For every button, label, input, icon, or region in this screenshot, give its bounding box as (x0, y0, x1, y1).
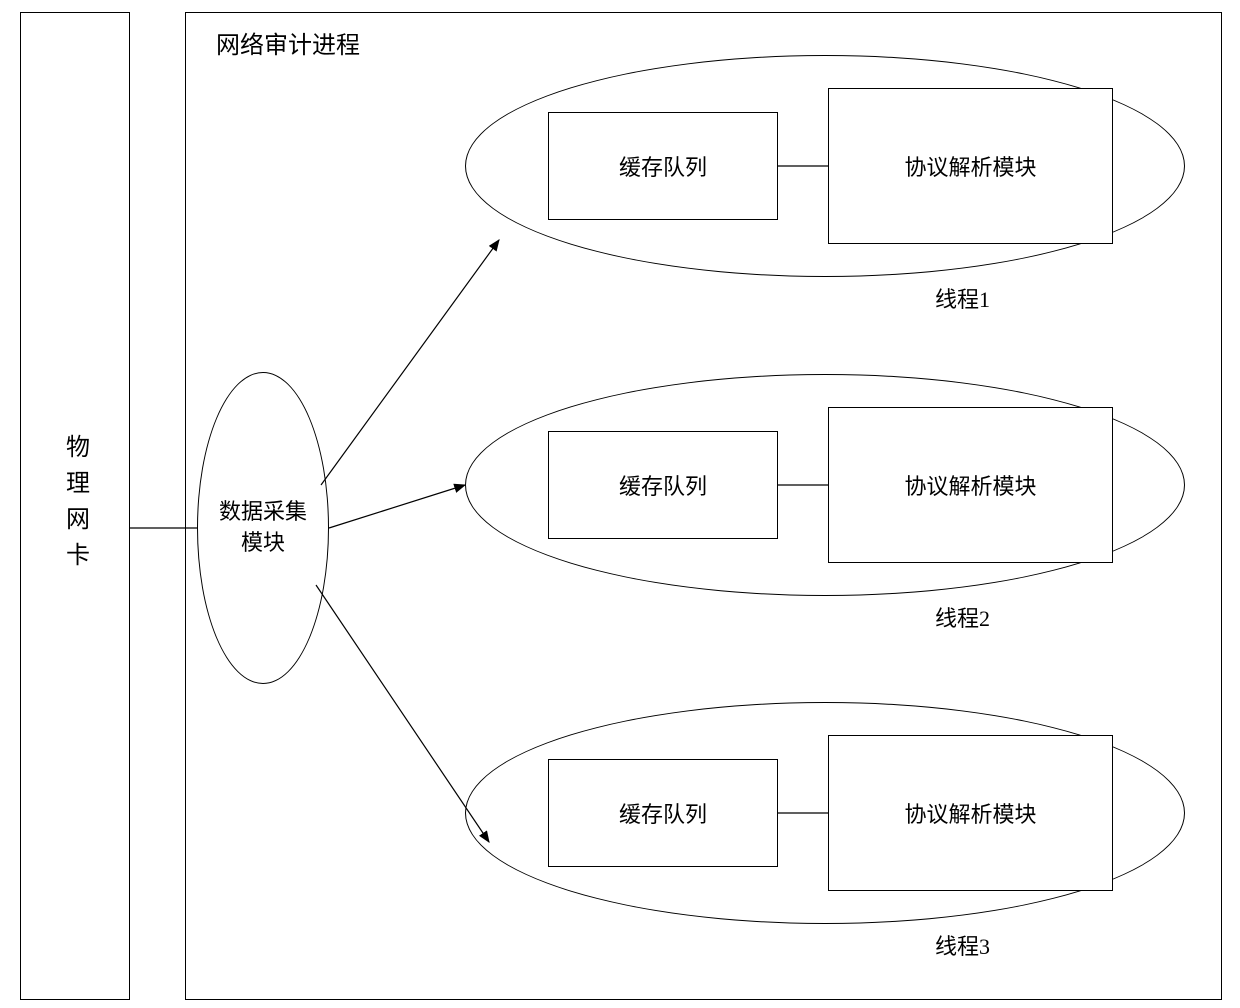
thread-1-parser-label: 协议解析模块 (904, 150, 1036, 182)
thread-3-parser-box: 协议解析模块 (828, 735, 1113, 891)
thread-1-parser-box: 协议解析模块 (828, 88, 1113, 244)
thread-3-label: 线程3 (935, 929, 990, 961)
physical-card-label: 物理网卡 (58, 434, 93, 578)
thread-1-queue-box: 缓存队列 (548, 112, 778, 220)
thread-2-label: 线程2 (935, 601, 990, 633)
thread-3-queue-box: 缓存队列 (548, 759, 778, 867)
process-title: 网络审计进程 (216, 25, 360, 60)
thread-3-parser-label: 协议解析模块 (904, 797, 1036, 829)
physical-card-box: 物理网卡 (20, 12, 130, 1000)
collector-node: 数据采集模块 (197, 372, 329, 684)
collector-label: 数据采集模块 (218, 497, 308, 559)
thread-3-queue-label: 缓存队列 (619, 797, 707, 829)
thread-1-label: 线程1 (935, 282, 990, 314)
thread-2-parser-box: 协议解析模块 (828, 407, 1113, 563)
thread-2-parser-label: 协议解析模块 (904, 469, 1036, 501)
thread-2-queue-box: 缓存队列 (548, 431, 778, 539)
thread-2-queue-label: 缓存队列 (619, 469, 707, 501)
thread-1-queue-label: 缓存队列 (619, 150, 707, 182)
diagram-canvas: 物理网卡 网络审计进程 数据采集模块 缓存队列 协议解析模块 线程1 缓存队列 … (0, 0, 1240, 1008)
